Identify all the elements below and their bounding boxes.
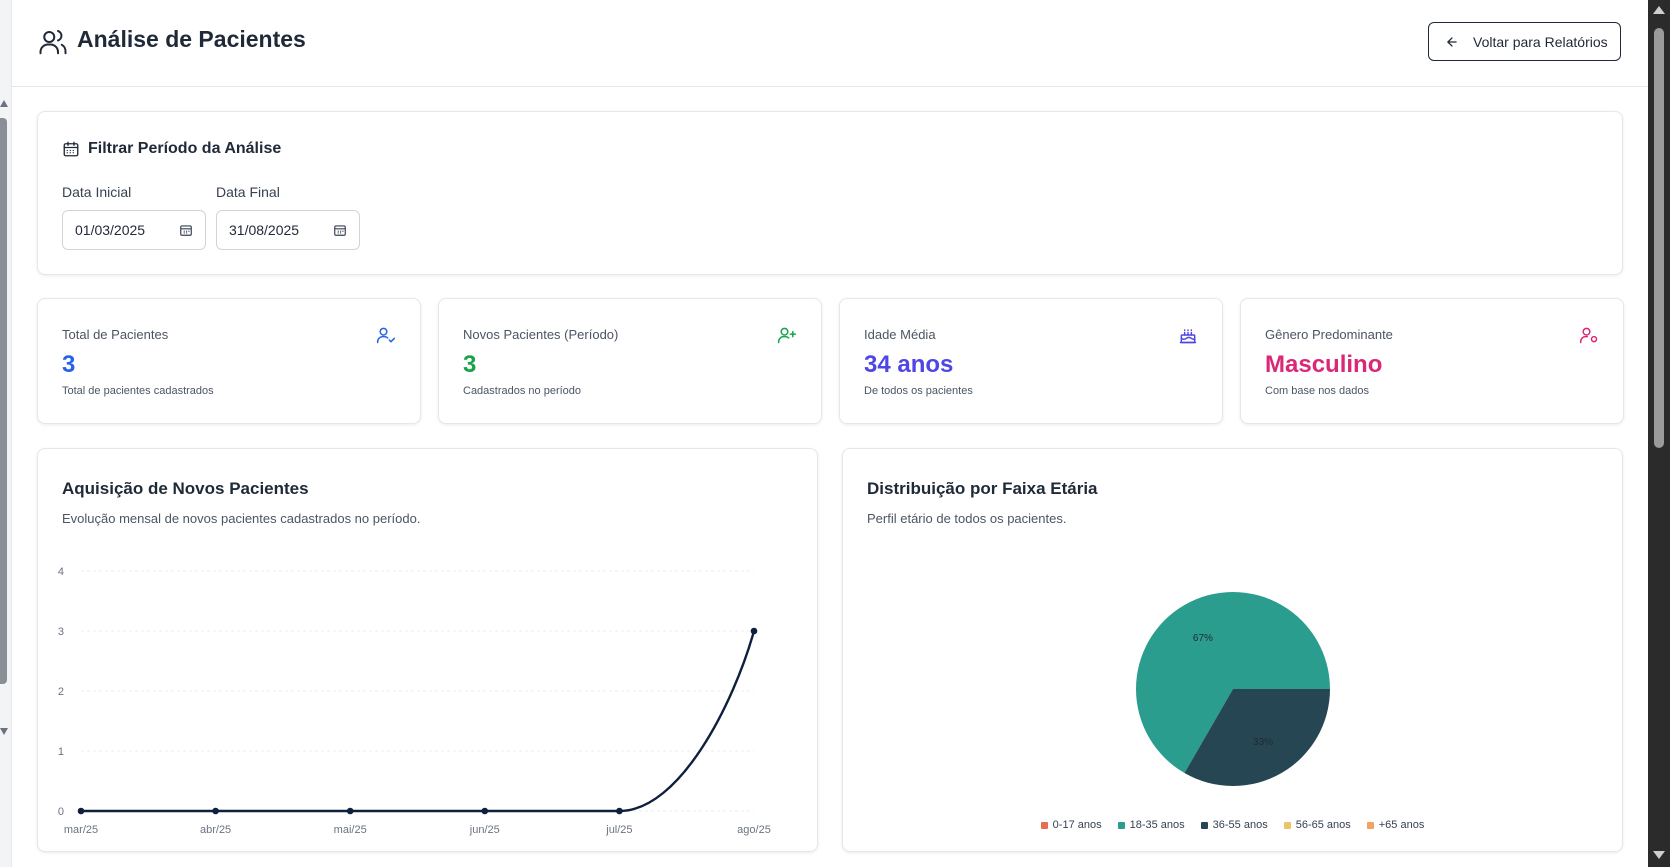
calendar-picker-icon[interactable] bbox=[333, 223, 347, 237]
series-line bbox=[81, 630, 756, 813]
x-tick-label: ago/25 bbox=[737, 824, 771, 836]
filter-title: Filtrar Período da Análise bbox=[62, 140, 281, 158]
scroll-up-arrow-icon[interactable] bbox=[0, 100, 8, 107]
stat-description: Com base nos dados bbox=[1265, 385, 1369, 397]
legend-swatch bbox=[1117, 821, 1125, 829]
stat-value: 3 bbox=[62, 351, 76, 378]
stat-label: Novos Pacientes (Período) bbox=[463, 327, 619, 342]
legend-item[interactable]: 36-55 anos bbox=[1200, 819, 1268, 831]
start-date-value: 01/03/2025 bbox=[75, 222, 146, 238]
stat-card-new-patients: Novos Pacientes (Período) 3 Cadastrados … bbox=[438, 298, 822, 424]
legend-label: 18-35 anos bbox=[1129, 819, 1185, 831]
scrollbar-thumb[interactable] bbox=[0, 118, 7, 684]
end-date-input[interactable]: 31/08/2025 bbox=[216, 210, 360, 250]
arrow-left-icon bbox=[1447, 36, 1457, 47]
data-point[interactable] bbox=[616, 807, 623, 815]
data-point[interactable] bbox=[346, 807, 354, 815]
user-check-icon bbox=[376, 327, 396, 344]
legend-label: +65 anos bbox=[1378, 819, 1425, 831]
line-chart: 0 1 2 3 4 mar/25 abr/25 mai/25 jun/25 jul/25 ago/2… bbox=[58, 566, 771, 836]
stat-label: Idade Média bbox=[864, 327, 936, 342]
end-date-value: 31/08/2025 bbox=[229, 222, 300, 238]
acquisition-chart-card: Aquisição de Novos Pacientes Evolução me… bbox=[37, 448, 818, 852]
age-distribution-card: Distribuição por Faixa Etária Perfil etá… bbox=[842, 448, 1623, 852]
x-tick-label: mai/25 bbox=[334, 824, 367, 836]
stat-value: 34 anos bbox=[864, 351, 954, 378]
chart-title: Aquisição de Novos Pacientes bbox=[62, 479, 309, 498]
legend-swatch bbox=[1366, 821, 1374, 829]
window-scrollbar[interactable] bbox=[1648, 0, 1670, 867]
legend-label: 36-55 anos bbox=[1212, 819, 1268, 831]
legend-item[interactable]: 0-17 anos bbox=[1040, 819, 1102, 831]
y-tick-label: 3 bbox=[58, 626, 64, 638]
y-tick-label: 1 bbox=[58, 746, 64, 758]
x-tick-label: mar/25 bbox=[64, 824, 98, 836]
chart-subtitle: Evolução mensal de novos pacientes cadas… bbox=[62, 511, 421, 526]
calendar-picker-icon[interactable] bbox=[179, 223, 193, 237]
scroll-up-arrow-icon[interactable] bbox=[1653, 6, 1665, 14]
pie-legend: 0-17 anos 18-35 anos 36-55 anos 56-65 anos +… bbox=[843, 819, 1622, 831]
user-plus-icon bbox=[777, 327, 797, 344]
chart-title: Distribuição por Faixa Etária bbox=[867, 479, 1098, 498]
stat-value: 3 bbox=[463, 351, 477, 378]
scroll-down-arrow-icon[interactable] bbox=[0, 728, 8, 735]
stat-description: Cadastrados no período bbox=[463, 385, 582, 397]
scroll-down-arrow-icon[interactable] bbox=[1653, 851, 1665, 859]
legend-label: 0-17 anos bbox=[1052, 819, 1102, 831]
stat-value: Masculino bbox=[1265, 351, 1383, 378]
back-to-reports-button[interactable]: Voltar para Relatórios bbox=[1428, 22, 1621, 61]
pie-slice[interactable] bbox=[1184, 689, 1331, 786]
stat-description: De todos os pacientes bbox=[864, 385, 973, 397]
legend-item[interactable]: 56-65 anos bbox=[1283, 819, 1351, 831]
stat-description: Total de pacientes cadastrados bbox=[62, 385, 214, 397]
period-filter-card: Filtrar Período da Análise Data Inicial … bbox=[37, 111, 1623, 275]
legend-swatch bbox=[1283, 821, 1291, 829]
legend-item[interactable]: 18-35 anos bbox=[1117, 819, 1185, 831]
user-cog-icon bbox=[1579, 327, 1598, 344]
slice-label: 33% bbox=[1253, 737, 1273, 748]
legend-swatch bbox=[1200, 821, 1208, 829]
x-tick-label: abr/25 bbox=[200, 824, 231, 836]
cake-icon bbox=[1179, 329, 1197, 344]
scrollbar-thumb[interactable] bbox=[1654, 28, 1664, 448]
start-date-input[interactable]: 01/03/2025 bbox=[62, 210, 206, 250]
stat-card-average-age: Idade Média 34 anos De todos os paciente… bbox=[839, 298, 1223, 424]
page-title: Análise de Pacientes bbox=[77, 26, 306, 52]
legend-label: 56-65 anos bbox=[1295, 819, 1351, 831]
x-tick-label: jul/25 bbox=[605, 824, 632, 836]
legend-item[interactable]: +65 anos bbox=[1366, 819, 1425, 831]
data-point[interactable] bbox=[212, 807, 219, 815]
stat-label: Total de Pacientes bbox=[62, 327, 169, 342]
pie-slice[interactable] bbox=[1136, 592, 1330, 774]
slice-label: 67% bbox=[1193, 633, 1213, 644]
y-tick-label: 2 bbox=[58, 686, 64, 698]
x-tick-label: jun/25 bbox=[469, 824, 500, 836]
stat-card-predominant-gender: Gênero Predominante Masculino Com base n… bbox=[1240, 298, 1624, 424]
chart-subtitle: Perfil etário de todos os pacientes. bbox=[867, 511, 1067, 526]
data-point[interactable] bbox=[481, 807, 489, 815]
stat-label: Gênero Predominante bbox=[1265, 327, 1393, 342]
filter-title-text: Filtrar Período da Análise bbox=[88, 140, 282, 157]
data-point[interactable] bbox=[77, 807, 85, 815]
calendar-icon bbox=[63, 141, 79, 157]
users-icon bbox=[39, 30, 67, 55]
legend-swatch bbox=[1040, 821, 1048, 829]
left-scrollbar[interactable] bbox=[0, 0, 12, 867]
y-tick-label: 4 bbox=[58, 566, 64, 578]
start-date-label: Data Inicial bbox=[62, 184, 132, 200]
y-tick-label: 0 bbox=[58, 806, 64, 818]
data-point[interactable] bbox=[750, 627, 758, 635]
stat-card-total-patients: Total de Pacientes 3 Total de pacientes … bbox=[37, 298, 421, 424]
end-date-label: Data Final bbox=[216, 184, 280, 200]
back-button-label: Voltar para Relatórios bbox=[1473, 33, 1608, 50]
page-header: Análise de Pacientes Voltar para Relatór… bbox=[12, 0, 1648, 87]
pie-chart: 67% 33% bbox=[1136, 592, 1331, 786]
